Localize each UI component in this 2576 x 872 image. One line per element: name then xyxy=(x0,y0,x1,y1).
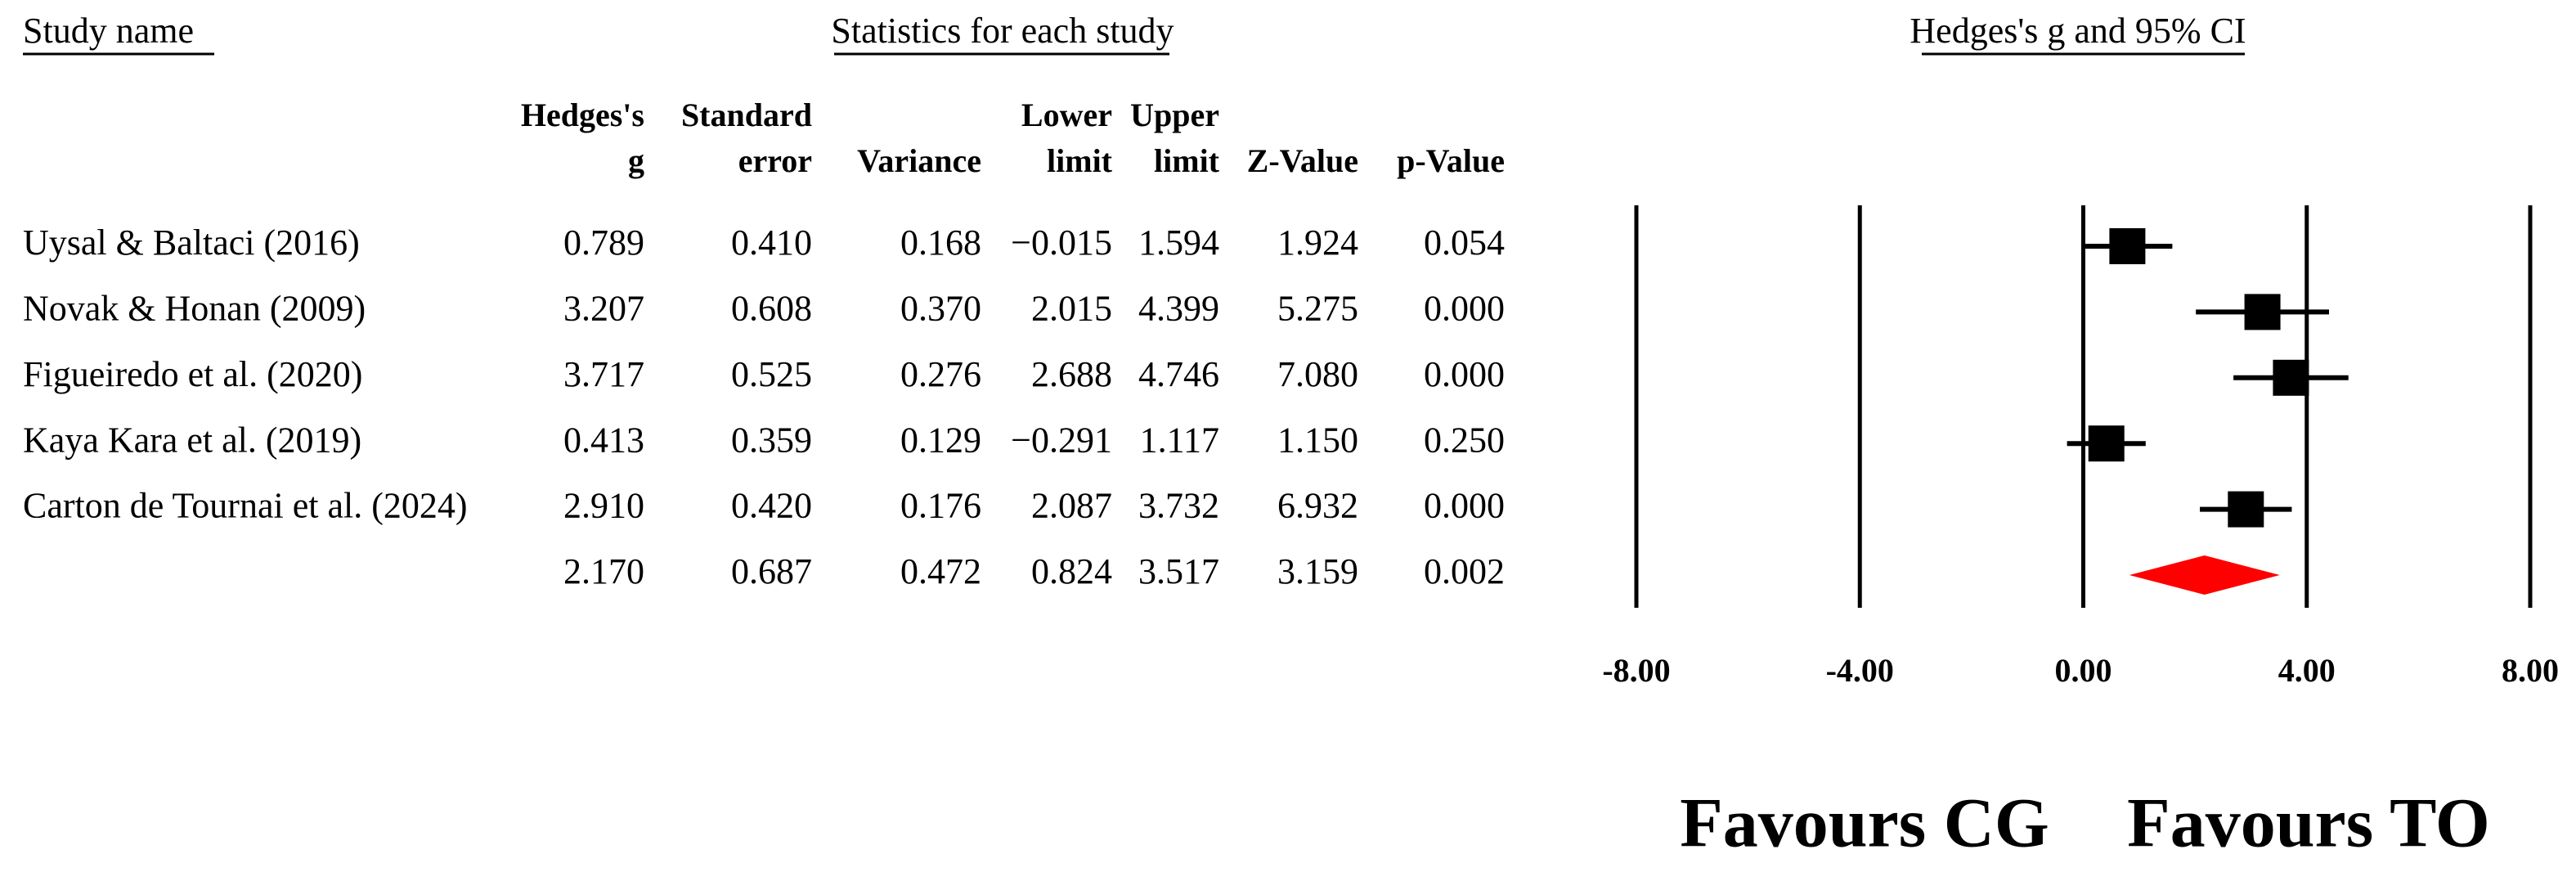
x-tick-label: 8.00 xyxy=(2502,652,2559,689)
plot-header: Hedges's g and 95% CI xyxy=(1910,11,2246,51)
cell-value: 2.015 xyxy=(1031,288,1112,328)
cell-value: 0.250 xyxy=(1424,420,1505,460)
cell-value: 0.054 xyxy=(1424,222,1505,263)
cell-value: 4.399 xyxy=(1138,288,1219,328)
cell-value: 3.717 xyxy=(563,354,644,394)
favours-left: Favours CG xyxy=(1680,784,2049,862)
cell-value: 7.080 xyxy=(1277,354,1358,394)
column-header: error xyxy=(738,142,812,179)
cell-value: 0.824 xyxy=(1031,551,1112,591)
x-tick-label: -4.00 xyxy=(1826,652,1894,689)
cell-value: 3.207 xyxy=(563,288,644,328)
x-tick-label: 4.00 xyxy=(2278,652,2336,689)
cell-value: 0.359 xyxy=(731,420,812,460)
cell-value: 1.117 xyxy=(1140,420,1219,460)
study-name: Uysal & Baltaci (2016) xyxy=(23,222,360,263)
cell-value: 0.370 xyxy=(900,288,981,328)
cell-value: 0.525 xyxy=(731,354,812,394)
cell-value: 1.924 xyxy=(1277,222,1358,263)
stats-header: Statistics for each study xyxy=(831,11,1174,51)
column-header: limit xyxy=(1154,142,1220,179)
cell-value: 0.789 xyxy=(563,222,644,263)
column-header: limit xyxy=(1047,142,1113,179)
cell-value: 0.420 xyxy=(731,486,812,526)
effect-square xyxy=(2088,425,2125,462)
study-header: Study name xyxy=(23,11,194,51)
cell-value: 6.932 xyxy=(1277,486,1358,526)
study-name: Novak & Honan (2009) xyxy=(23,288,366,328)
cell-value: 0.000 xyxy=(1424,486,1505,526)
cell-value: 4.746 xyxy=(1138,354,1219,394)
study-name: Carton de Tournai et al. (2024) xyxy=(23,486,468,526)
x-tick-label: 0.00 xyxy=(2055,652,2112,689)
cell-value: 0.000 xyxy=(1424,354,1505,394)
cell-value: 0.276 xyxy=(900,354,981,394)
summary-diamond xyxy=(2129,555,2280,595)
cell-value: 1.594 xyxy=(1138,222,1219,263)
cell-value: 1.150 xyxy=(1277,420,1358,460)
cell-value: 2.087 xyxy=(1031,486,1112,526)
cell-value: 0.000 xyxy=(1424,288,1505,328)
column-header: Upper xyxy=(1130,97,1219,133)
effect-square xyxy=(2109,228,2146,264)
study-name: Figueiredo et al. (2020) xyxy=(23,354,362,394)
column-header: Lower xyxy=(1021,97,1112,133)
column-header: p-Value xyxy=(1397,142,1505,179)
column-header: Variance xyxy=(857,142,981,179)
column-header: Z-Value xyxy=(1247,142,1358,179)
cell-value: 0.410 xyxy=(731,222,812,263)
cell-value: 3.732 xyxy=(1138,486,1219,526)
cell-value: 3.159 xyxy=(1277,551,1358,591)
cell-value: 0.472 xyxy=(900,551,981,591)
cell-value: −0.291 xyxy=(1011,420,1112,460)
column-header: g xyxy=(628,142,644,179)
cell-value: 0.608 xyxy=(731,288,812,328)
effect-square xyxy=(2273,359,2309,396)
cell-value: 0.176 xyxy=(900,486,981,526)
favours-right: Favours TO xyxy=(2127,784,2490,862)
cell-value: 0.129 xyxy=(900,420,981,460)
x-tick-label: -8.00 xyxy=(1602,652,1670,689)
cell-value: 3.517 xyxy=(1138,551,1219,591)
cell-value: 0.168 xyxy=(900,222,981,263)
cell-value: 0.002 xyxy=(1424,551,1505,591)
cell-value: 2.170 xyxy=(563,551,644,591)
cell-value: 5.275 xyxy=(1277,288,1358,328)
cell-value: 0.687 xyxy=(731,551,812,591)
cell-value: 2.910 xyxy=(563,486,644,526)
effect-square xyxy=(2244,294,2281,330)
cell-value: 2.688 xyxy=(1031,354,1112,394)
column-header: Hedges's xyxy=(521,97,644,133)
cell-value: 0.413 xyxy=(563,420,644,460)
effect-square xyxy=(2228,491,2264,528)
study-name: Kaya Kara et al. (2019) xyxy=(23,420,361,460)
cell-value: −0.015 xyxy=(1011,222,1112,263)
column-header: Standard xyxy=(681,97,812,133)
